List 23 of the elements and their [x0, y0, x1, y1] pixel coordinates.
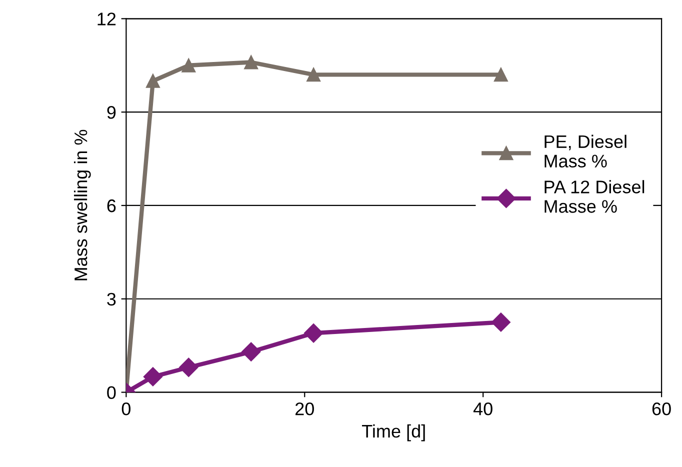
- y-axis-title: Mass swelling in %: [74, 130, 91, 280]
- x-tick-label: 60: [652, 402, 671, 416]
- point: [143, 367, 162, 386]
- point: [306, 68, 320, 82]
- legend-label: PE, Diesel Mass %: [544, 134, 626, 168]
- point: [304, 324, 324, 343]
- y-tick-label: 0: [107, 386, 116, 399]
- point: [146, 74, 160, 88]
- point: [179, 358, 198, 377]
- point: [491, 312, 510, 332]
- legend-label: PA 12 Diesel Masse %: [544, 180, 644, 213]
- y-tick-label: 12: [98, 12, 116, 26]
- point: [494, 68, 508, 82]
- x-tick-label: 0: [122, 402, 130, 416]
- y-tick-label: 3: [107, 292, 116, 306]
- x-axis-title: Time [d]: [362, 424, 425, 442]
- x-tick-label: 40: [473, 402, 492, 416]
- y-tick-label: 6: [107, 199, 116, 212]
- point: [244, 55, 258, 70]
- x-tick-label: 20: [295, 402, 314, 416]
- point: [242, 342, 261, 362]
- y-tick-label: 9: [107, 106, 116, 119]
- point: [182, 58, 196, 72]
